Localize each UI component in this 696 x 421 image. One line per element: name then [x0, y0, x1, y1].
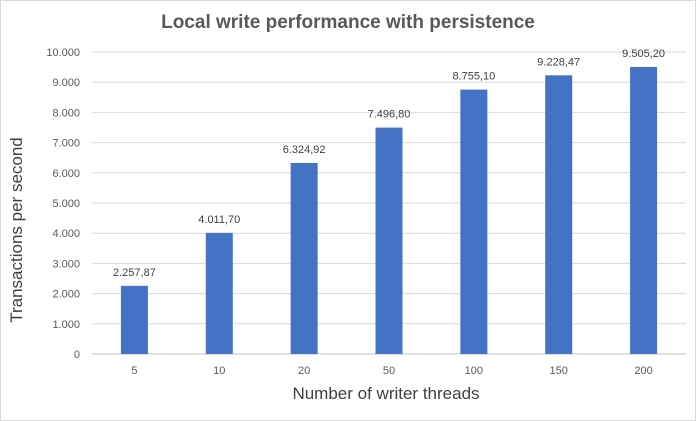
y-axis-ticks: 0 1.000 2.000 3.000 4.000 5.000 6.000 7.000 8.00…	[46, 47, 80, 361]
y-tick-label: 1.000	[52, 319, 80, 331]
y-tick-label: 3.000	[52, 258, 80, 270]
gridlines	[92, 51, 686, 355]
bar	[120, 285, 148, 354]
y-tick-label: 8.000	[52, 107, 80, 119]
bar	[630, 66, 658, 354]
data-label: 6.324,92	[283, 144, 326, 156]
y-tick-label: 2.000	[52, 289, 80, 301]
x-tick-label: 50	[383, 365, 395, 377]
x-tick-label: 100	[465, 365, 483, 377]
x-tick-label: 10	[213, 365, 225, 377]
bar	[375, 127, 403, 354]
data-label: 8.755,10	[452, 71, 495, 83]
x-tick-label: 200	[634, 365, 652, 377]
bar	[545, 75, 573, 355]
y-tick-label: 5.000	[52, 198, 80, 210]
data-label: 9.228,47	[537, 56, 580, 68]
bar	[460, 89, 488, 354]
y-tick-label: 7.000	[52, 138, 80, 150]
data-label: 9.505,20	[622, 48, 665, 60]
y-tick-label: 6.000	[52, 168, 80, 180]
bar	[205, 232, 233, 354]
bar	[290, 162, 318, 354]
x-tick-label: 20	[298, 365, 310, 377]
x-tick-label: 5	[131, 365, 137, 377]
x-axis-ticks: 5 10 20 50 100 150 200	[131, 365, 652, 377]
y-tick-label: 10.000	[46, 47, 80, 59]
data-label: 7.496,80	[368, 109, 411, 121]
x-axis-title: Number of writer threads	[292, 384, 479, 403]
y-axis-title: Transactions per second	[7, 137, 26, 323]
y-tick-label: 4.000	[52, 228, 80, 240]
bars	[120, 66, 658, 355]
y-tick-label: 0	[74, 349, 80, 361]
data-label: 2.257,87	[113, 267, 156, 279]
x-tick-label: 150	[550, 365, 568, 377]
data-label: 4.011,70	[198, 214, 240, 226]
chart-title: Local write performance with persistence	[161, 12, 535, 33]
y-tick-label: 9.000	[52, 77, 80, 89]
data-labels: 2.257,87 4.011,70 6.324,92 7.496,80 8.755,10…	[113, 48, 665, 279]
